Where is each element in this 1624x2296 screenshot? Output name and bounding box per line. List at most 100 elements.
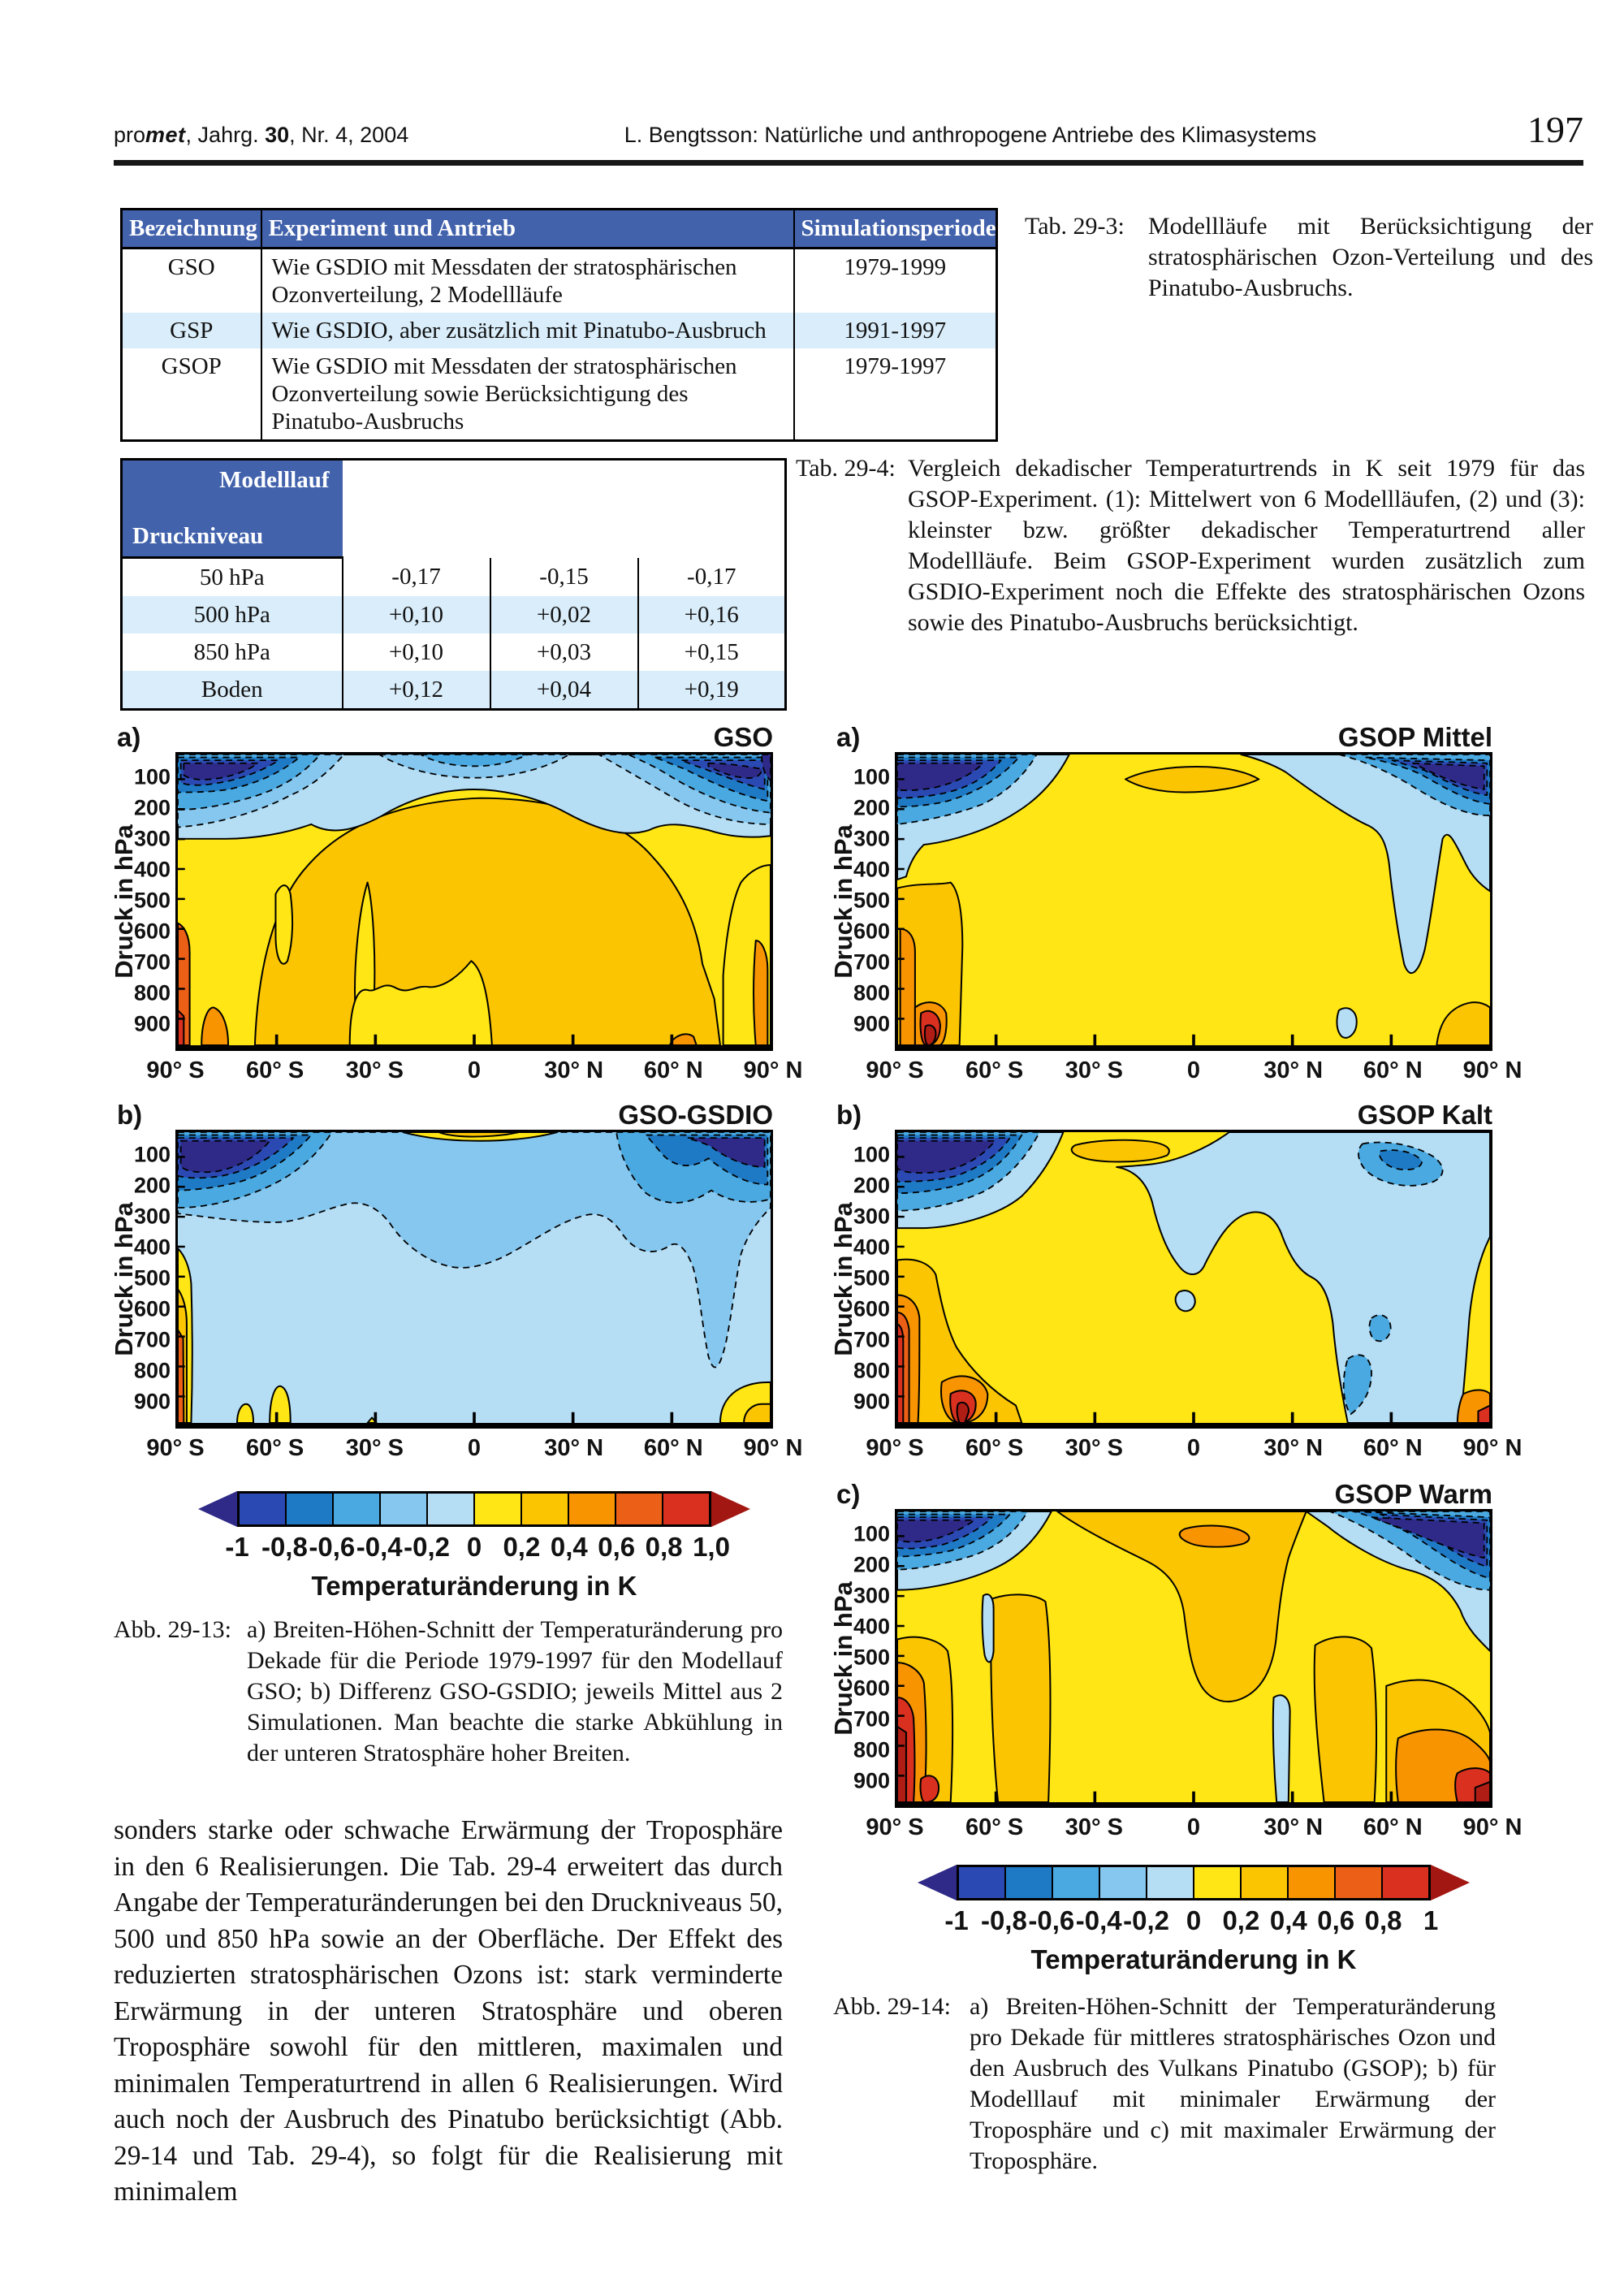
x-tick-label: 60° N [1363, 1057, 1423, 1083]
figure-gso-gsdio: b) GSO-GSDIO Druck in hPa 100 200 300 400 50… [110, 1096, 802, 1464]
column-header: Experiment und Antrieb [260, 209, 794, 249]
colorbar-left: -1 -0,8 -0,6 -0,4 -0,2 0 0,2 0,4 0,6 0,8 1,0 Tempe… [198, 1491, 750, 1602]
x-tick-label: 30° S [345, 1435, 404, 1461]
y-tick-label: 200 [853, 1552, 890, 1577]
gso-gsdio-contour-svg [178, 1132, 771, 1423]
x-tick-label: 90° S [146, 1435, 205, 1461]
trend-table-grid: Modelllauf Druckniveau 50 hPa -0,17 -0,1… [120, 458, 787, 711]
gsop-mittel-contour-plot [895, 752, 1492, 1051]
colorbar-segment [240, 1494, 285, 1524]
colorbar-tick: -0,2 [404, 1532, 451, 1562]
cell-gsop-mittel: +0,10 [341, 633, 490, 671]
y-axis-ticks: 100 200 300 400 500 600 700 800 900 [133, 1130, 175, 1429]
y-tick-label: 400 [853, 857, 890, 882]
cell-gsop-minimum: -0,15 [489, 557, 638, 596]
gsop-warm-contour-plot [895, 1509, 1492, 1808]
gso-contour-plot [175, 752, 773, 1051]
panel-title: GSOP Kalt [1357, 1100, 1492, 1130]
cell-druckniveau: Boden [201, 677, 263, 703]
x-tick-label: 90° S [866, 1814, 924, 1840]
y-tick-label: 700 [853, 949, 890, 975]
colorbar-segment [285, 1494, 332, 1524]
x-axis-ticks: 90° S 60° S 30° S 0 30° N 60° N 90° N [866, 1808, 1522, 1844]
x-tick-label: 0 [467, 1057, 482, 1083]
x-tick-label: 60° S [965, 1814, 1024, 1840]
x-tick-label: 60° N [643, 1435, 703, 1461]
y-tick-label: 900 [853, 1011, 890, 1036]
figure-gsop-warm: c) GSOP Warm Druck in hPa 100 200 300 400 50… [829, 1475, 1522, 1844]
x-tick-label: 90° S [866, 1057, 924, 1083]
journal-reference: promet, Jahrg. 30, Nr. 4, 2004 [114, 123, 409, 147]
colorbar-tick: 0,2 [503, 1532, 541, 1562]
page-number: 197 [1527, 109, 1583, 151]
y-tick-label: 600 [853, 1676, 890, 1701]
table-row: Boden +0,12 +0,04 +0,19 [121, 671, 786, 710]
column-header: Bezeichnung [121, 209, 261, 249]
panel-letter: b) [836, 1100, 862, 1130]
table-row: 500 hPa +0,10 +0,02 +0,16 [121, 596, 786, 633]
colorbar-segment [1193, 1867, 1240, 1898]
colorbar-tick-labels: -1 -0,8 -0,6 -0,4 -0,2 0 0,2 0,4 0,6 0,8 1 [944, 1905, 1438, 1938]
cell-experiment: Wie GSDIO mit Messdaten der stratosphäri… [260, 248, 794, 313]
cell-gsop-minimum: +0,04 [489, 671, 638, 710]
y-tick-label: 600 [853, 1296, 890, 1321]
colorbar-left-arrow [918, 1865, 957, 1900]
x-tick-label: 30° S [1065, 1814, 1123, 1840]
y-tick-label: 700 [853, 1327, 890, 1352]
header-rule [114, 160, 1583, 166]
colorbar-tick: -0,2 [1123, 1905, 1170, 1935]
cell-druckniveau: 850 hPa [193, 639, 270, 665]
colorbar-right-arrow [711, 1491, 750, 1527]
y-tick-label: 900 [853, 1389, 890, 1413]
figure-titlebar: a) GSO [114, 718, 773, 750]
colorbar-tick: -0,4 [1075, 1905, 1122, 1935]
figure-29-14-caption: Abb. 29-14: a) Breiten-Höhen-Schnitt der… [833, 1991, 1496, 2177]
x-tick-label: 90° N [743, 1435, 803, 1461]
cell-druckniveau: 50 hPa [199, 564, 265, 590]
colorbar-tick: 0,8 [1364, 1905, 1402, 1935]
gso-contour-svg [178, 755, 771, 1045]
colorbar-tick: -0,6 [1028, 1905, 1075, 1935]
x-tick-label: 90° S [866, 1435, 924, 1461]
x-axis-ticks: 90° S 60° S 30° S 0 30° N 60° N 90° N [866, 1051, 1522, 1087]
panel-letter: c) [836, 1479, 861, 1509]
y-tick-label: 100 [853, 764, 890, 789]
colorbar-tick: 0,8 [645, 1532, 683, 1562]
cell-gsop-maximum: +0,16 [637, 596, 786, 633]
figure-29-13-caption: Abb. 29-13: a) Breiten-Höhen-Schnitt der… [114, 1615, 783, 1769]
trend-table-header-row: Modelllauf Druckniveau [121, 459, 786, 559]
colorbar-segments [957, 1865, 1431, 1900]
x-tick-label: 60° S [965, 1057, 1024, 1083]
colorbar-tick: 1,0 [693, 1532, 730, 1562]
y-tick-label: 200 [133, 1173, 171, 1198]
x-tick-label: 90° S [146, 1057, 205, 1083]
caption-text: Vergleich dekadischer Temperaturtrends i… [908, 455, 1585, 636]
x-tick-label: 90° N [1462, 1814, 1522, 1840]
caption-label: Abb. 29-14: [833, 1993, 951, 2020]
caption-label: Tab. 29-3: [1025, 213, 1125, 240]
y-tick-label: 800 [133, 1358, 171, 1383]
y-axis-ticks: 100 200 300 400 500 600 700 800 900 [853, 752, 895, 1051]
cell-experiment: Wie GSDIO, aber zusätzlich mit Pinatubo-… [260, 313, 794, 348]
x-axis-ticks: 90° S 60° S 30° S 0 30° N 60° N 90° N [866, 1429, 1522, 1464]
panel-letter: a) [836, 722, 861, 752]
y-axis-label: Druck in hPa [829, 1581, 857, 1736]
table-row: GSOP Wie GSDIO mit Messdaten der stratos… [122, 348, 997, 441]
trend-table-body: 50 hPa -0,17 -0,15 -0,17 500 hPa +0,10 +… [121, 557, 786, 710]
y-tick-label: 900 [133, 1011, 171, 1036]
corner-label-modelllauf: Modelllauf [219, 467, 330, 493]
colorbar-segment [520, 1494, 568, 1524]
colorbar-tick: 0,4 [1269, 1905, 1307, 1935]
y-tick-label: 100 [853, 1142, 890, 1167]
x-tick-label: 30° S [1065, 1435, 1123, 1461]
colorbar-tick: 0,4 [550, 1532, 588, 1562]
colorbar-segment [1052, 1867, 1099, 1898]
experiments-table-body: GSO Wie GSDIO mit Messdaten der stratosp… [121, 248, 997, 441]
panel-letter: b) [117, 1100, 143, 1130]
x-tick-label: 30° N [1263, 1057, 1324, 1083]
table-row: 850 hPa +0,10 +0,03 +0,15 [122, 633, 786, 671]
colorbar-tick: -0,8 [980, 1905, 1027, 1935]
y-tick-label: 700 [853, 1706, 890, 1732]
y-axis-label: Druck in hPa [110, 824, 138, 979]
panel-title: GSO-GSDIO [618, 1100, 773, 1130]
